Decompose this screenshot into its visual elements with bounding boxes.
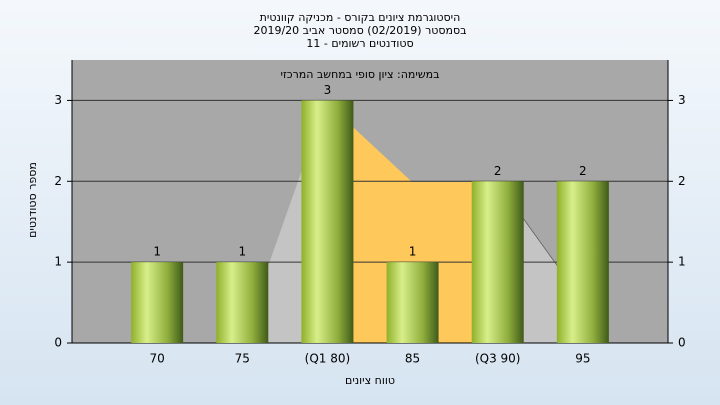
bar [471, 181, 524, 343]
quartile-area [326, 102, 497, 343]
value-label: 2 [579, 164, 587, 178]
bar [556, 181, 609, 343]
chart-title: היסטוגרמת ציונים בקורס - מכניקה קוונטית [260, 11, 461, 24]
y2-tick-label: 1 [678, 255, 686, 269]
bar [386, 262, 439, 343]
x-tick-label: 85 [405, 352, 420, 366]
x-tick-label: 70 [150, 352, 165, 366]
x-tick-label: 95 [575, 352, 590, 366]
value-label: 1 [238, 245, 246, 259]
annotation: במשימה: ציון סופי במחשב המרכזי [280, 68, 439, 81]
x-axis-label: טווח ציונים [345, 374, 395, 387]
bar [301, 100, 354, 343]
y-tick-label: 1 [54, 255, 62, 269]
y-axis-label: מספר סטודנטים [26, 162, 39, 238]
value-label: 1 [153, 245, 161, 259]
bar [131, 262, 184, 343]
y2-tick-label: 2 [678, 174, 686, 188]
x-tick-label: (Q1 80) [305, 352, 351, 366]
chart-title: בסמסטר (02/2019) סמסטר אביב 2019/20 [253, 24, 466, 37]
x-tick-label: (Q3 90) [475, 352, 521, 366]
y2-tick-label: 3 [678, 93, 686, 107]
x-tick-label: 75 [235, 352, 250, 366]
y-tick-label: 3 [54, 93, 62, 107]
bar [216, 262, 269, 343]
chart-title: סטודנטים רשומים - 11 [306, 37, 413, 50]
y-tick-label: 2 [54, 174, 62, 188]
value-label: 2 [494, 164, 502, 178]
y-tick-label: 0 [54, 336, 62, 350]
value-label: 1 [409, 245, 417, 259]
y2-tick-label: 0 [678, 336, 686, 350]
value-label: 3 [324, 83, 332, 97]
